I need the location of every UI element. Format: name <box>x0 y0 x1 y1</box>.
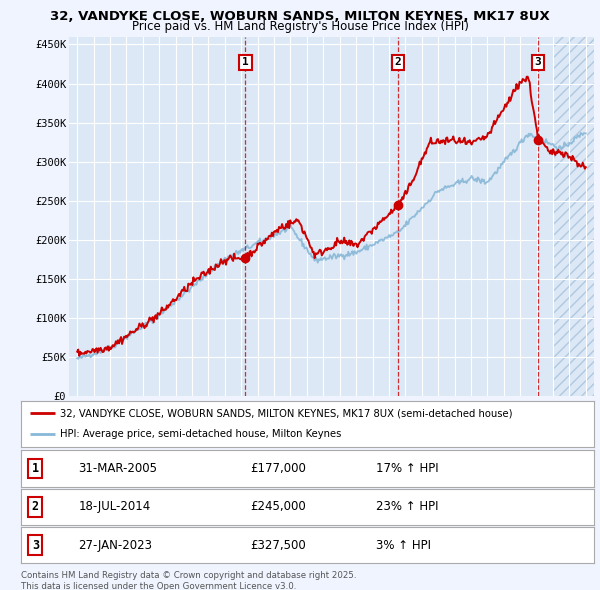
Text: 1: 1 <box>32 462 39 475</box>
Text: 31-MAR-2005: 31-MAR-2005 <box>79 462 157 475</box>
Text: 3% ↑ HPI: 3% ↑ HPI <box>376 539 431 552</box>
Bar <box>553 37 594 396</box>
Text: 32, VANDYKE CLOSE, WOBURN SANDS, MILTON KEYNES, MK17 8UX (semi-detached house): 32, VANDYKE CLOSE, WOBURN SANDS, MILTON … <box>60 408 512 418</box>
Text: HPI: Average price, semi-detached house, Milton Keynes: HPI: Average price, semi-detached house,… <box>60 429 341 439</box>
Text: Contains HM Land Registry data © Crown copyright and database right 2025.
This d: Contains HM Land Registry data © Crown c… <box>21 571 356 590</box>
Text: £327,500: £327,500 <box>250 539 306 552</box>
Text: 1: 1 <box>242 57 249 67</box>
Text: £177,000: £177,000 <box>250 462 306 475</box>
Text: 3: 3 <box>32 539 39 552</box>
Text: 2: 2 <box>395 57 401 67</box>
Text: 32, VANDYKE CLOSE, WOBURN SANDS, MILTON KEYNES, MK17 8UX: 32, VANDYKE CLOSE, WOBURN SANDS, MILTON … <box>50 10 550 23</box>
Text: 18-JUL-2014: 18-JUL-2014 <box>79 500 151 513</box>
Text: Price paid vs. HM Land Registry's House Price Index (HPI): Price paid vs. HM Land Registry's House … <box>131 20 469 33</box>
Text: 17% ↑ HPI: 17% ↑ HPI <box>376 462 439 475</box>
Text: 2: 2 <box>32 500 39 513</box>
Text: £245,000: £245,000 <box>250 500 306 513</box>
Text: 27-JAN-2023: 27-JAN-2023 <box>79 539 152 552</box>
Text: 3: 3 <box>535 57 541 67</box>
Text: 23% ↑ HPI: 23% ↑ HPI <box>376 500 439 513</box>
